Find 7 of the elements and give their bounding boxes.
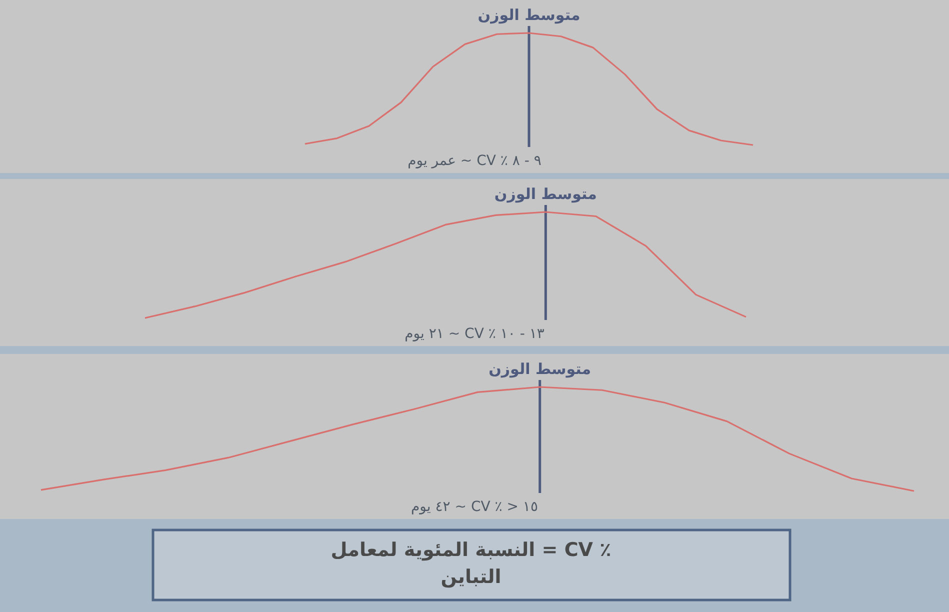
x-axis-title: ١٣ - ١٠ ٪ CV ~ ٢١ يوم (404, 326, 545, 342)
text: ٪ CV = النسبة المئوية لمعامل التباين (330, 539, 612, 588)
x-axis-title: ١٥ < ٪ CV ~ ٤٢ يوم (411, 499, 538, 515)
x-axis-title: ٩ - ٨ ٪ CV ~ عمر يوم (408, 153, 542, 169)
text: متوسط الوزن (494, 185, 597, 203)
text: متوسط الوزن (478, 6, 580, 24)
text: متوسط الوزن (488, 360, 592, 378)
